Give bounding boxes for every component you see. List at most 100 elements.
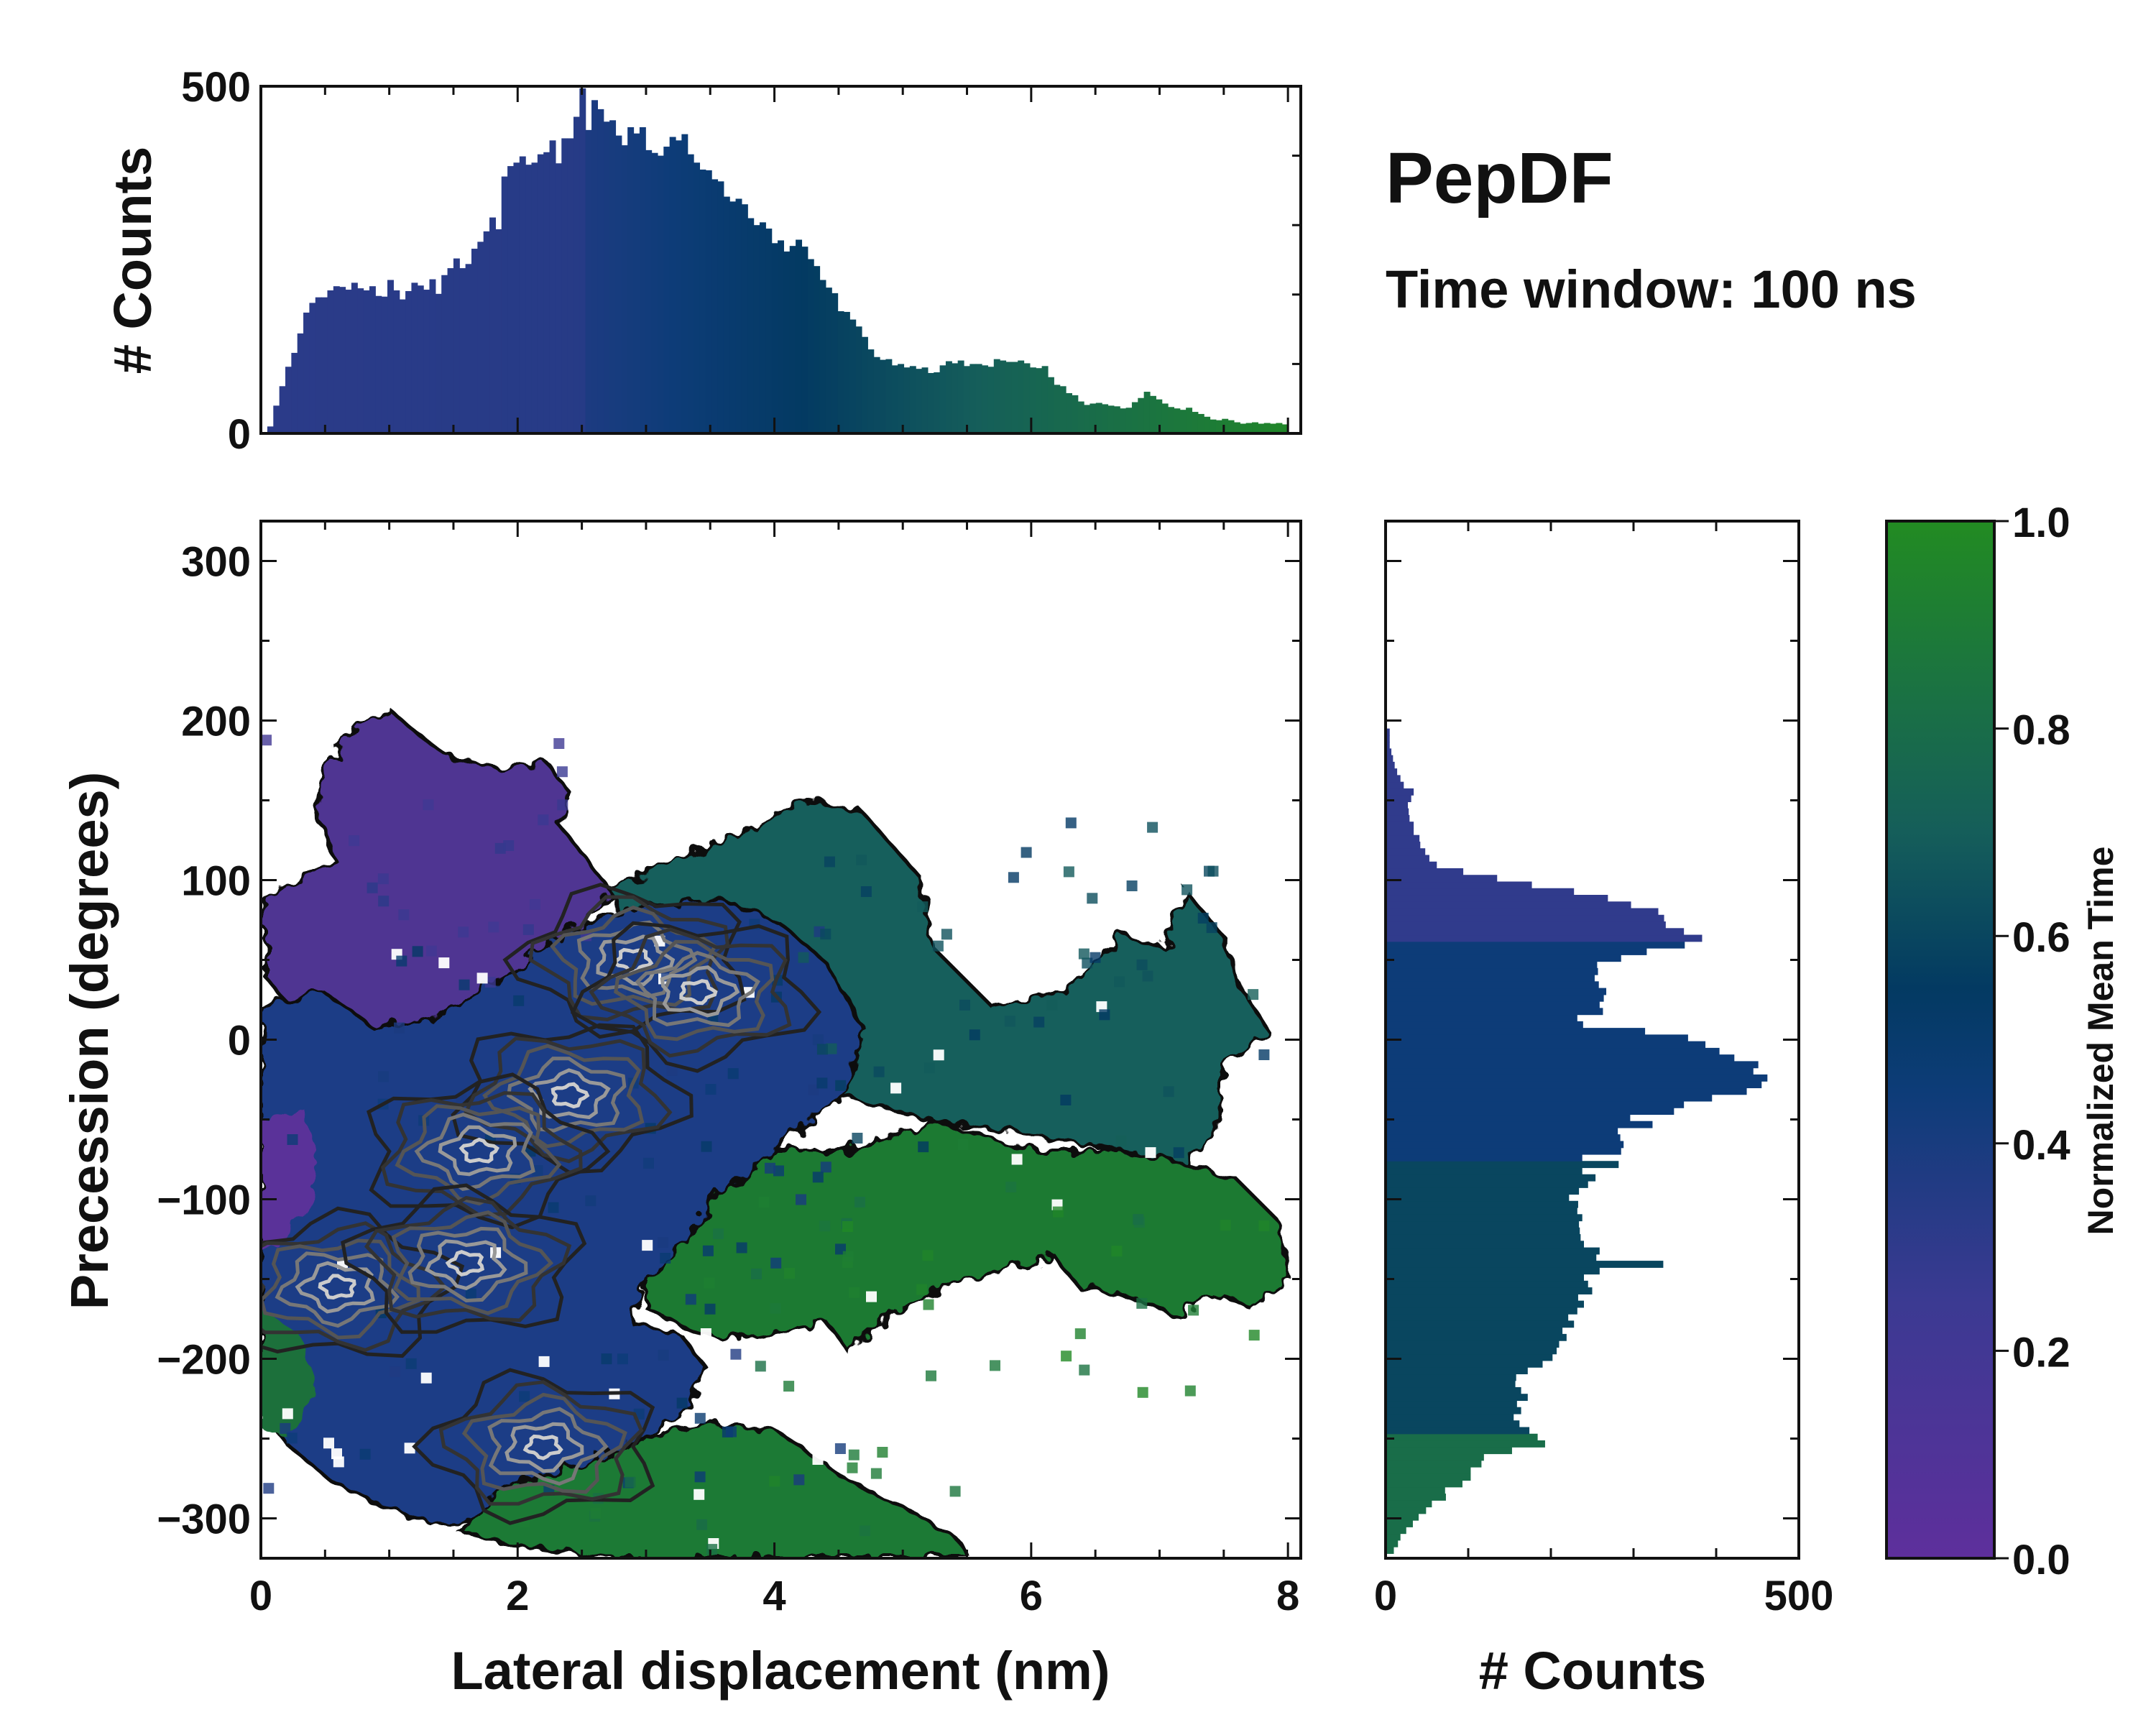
main-xtick-label: 0 (249, 1573, 272, 1619)
right-histogram-bar (1386, 1506, 1427, 1514)
heatmap-cell (553, 738, 565, 749)
top-histogram-bar (1029, 367, 1036, 433)
top-histogram-bar (387, 280, 394, 433)
heatmap-cell (751, 1268, 762, 1279)
top-histogram-bar (633, 133, 640, 433)
right-histogram-bar (1386, 1300, 1584, 1308)
right-histogram-bar (1386, 1234, 1581, 1241)
top-histogram-bar (357, 288, 364, 433)
heatmap-cell (877, 1447, 888, 1458)
right-histogram-bar (1386, 1386, 1521, 1394)
right-histogram-bar (1386, 1028, 1646, 1035)
top-histogram-bar (333, 286, 340, 433)
heatmap-cell (852, 1133, 863, 1144)
colorbar-tick-label: 0.8 (2012, 707, 2070, 754)
top-histogram-bar (273, 405, 280, 433)
heatmap-cell (784, 1268, 795, 1279)
density-contour (505, 1422, 584, 1473)
top-histogram-bar (1138, 397, 1145, 433)
heatmap-cell (1021, 847, 1032, 858)
top-histogram-bar (814, 266, 821, 433)
heatmap-cell (617, 1353, 628, 1365)
right-histogram-bar (1386, 861, 1437, 869)
heatmap-cell (770, 1257, 782, 1269)
top-histogram-bar (405, 290, 413, 433)
top-histogram-bar (1018, 360, 1025, 433)
heatmap-cell (696, 1519, 708, 1530)
heatmap-cell (747, 1368, 758, 1379)
density-contour (614, 939, 775, 1041)
right-histogram-bar (1386, 1453, 1484, 1461)
top-histogram-bar (1000, 360, 1007, 433)
right-histogram-bar (1386, 834, 1420, 842)
heatmap-cell (1046, 999, 1058, 1011)
heatmap-cell (796, 1194, 806, 1205)
top-histogram-bar (1270, 423, 1277, 433)
top-histogram-bar (411, 282, 418, 433)
right-histogram-bar (1386, 1054, 1735, 1062)
heatmap-cell (398, 909, 410, 921)
top-histogram-bar (1149, 395, 1156, 433)
top-histogram-bar (807, 259, 814, 433)
top-histogram-bar (898, 364, 905, 433)
right-histogram-bar (1386, 1440, 1545, 1448)
colorbar-label: Normalized Mean Time (2081, 847, 2121, 1236)
right-histogram-bar (1386, 1360, 1543, 1368)
right-histogram-bar (1386, 1267, 1600, 1275)
right-histogram-bar (1386, 1500, 1432, 1508)
right-histogram-bar (1386, 888, 1575, 896)
heatmap-cell (1248, 1330, 1260, 1341)
top-histogram-bar (717, 181, 724, 433)
heatmap-cell (1137, 1386, 1148, 1398)
top-histogram-bar (735, 198, 742, 433)
right-histogram-bar (1386, 1261, 1664, 1268)
top-histogram-bar (453, 258, 460, 433)
heatmap-cell (808, 1084, 819, 1095)
right-histogram: 0 500 # Counts (1374, 520, 1833, 1701)
region-lower-green-tail (456, 1421, 973, 1558)
right-histogram-bar (1386, 1214, 1583, 1222)
top-histogram-bar (694, 162, 701, 433)
top-histogram-ylabel: # Counts (103, 147, 162, 374)
top-histogram-bar (303, 312, 310, 433)
density-contour (275, 1251, 400, 1328)
heatmap-cell (1147, 822, 1158, 833)
heatmap-cell (323, 737, 334, 749)
density-contour (438, 1125, 517, 1177)
heatmap-cell (736, 1242, 747, 1254)
density-contour (596, 934, 676, 986)
main-xtick-label: 4 (763, 1573, 786, 1619)
top-histogram-bar (363, 290, 370, 433)
top-histogram-bar (1186, 408, 1193, 433)
top-histogram-bar (447, 268, 454, 433)
right-histogram-bar (1386, 1208, 1577, 1215)
top-histogram-bar (837, 310, 844, 433)
density-contour (679, 979, 718, 1006)
heatmap-cell (1136, 1297, 1148, 1309)
top-histogram-bar (993, 359, 1000, 433)
density-contour (589, 927, 792, 1058)
heatmap-cell (390, 1366, 401, 1378)
top-histogram-bar (759, 222, 766, 433)
top-histogram-bar (621, 145, 628, 434)
top-histogram-bar (441, 275, 448, 433)
heatmap-cell (798, 952, 809, 963)
right-histogram-bar (1386, 914, 1664, 922)
main-ytick-label: 200 (181, 699, 251, 745)
density-contour (381, 1091, 583, 1218)
right-histogram-bar (1386, 1460, 1482, 1468)
top-histogram-bar (1174, 408, 1181, 433)
heatmap-cell (1133, 1214, 1144, 1225)
top-histogram-bar (1143, 392, 1151, 433)
right-histogram-bar (1386, 1320, 1575, 1328)
right-histogram-bar (1386, 1061, 1759, 1069)
top-histogram-bar (591, 100, 599, 433)
top-histogram-bar (957, 360, 964, 433)
density-contour (414, 1112, 535, 1191)
right-histogram-bar (1386, 1167, 1583, 1175)
top-histogram-bar (1252, 422, 1258, 433)
heatmap-cell (793, 1474, 805, 1486)
top-histogram-bar (555, 163, 562, 434)
right-histogram-bar (1386, 1108, 1674, 1116)
right-histogram-bar (1386, 1161, 1619, 1169)
